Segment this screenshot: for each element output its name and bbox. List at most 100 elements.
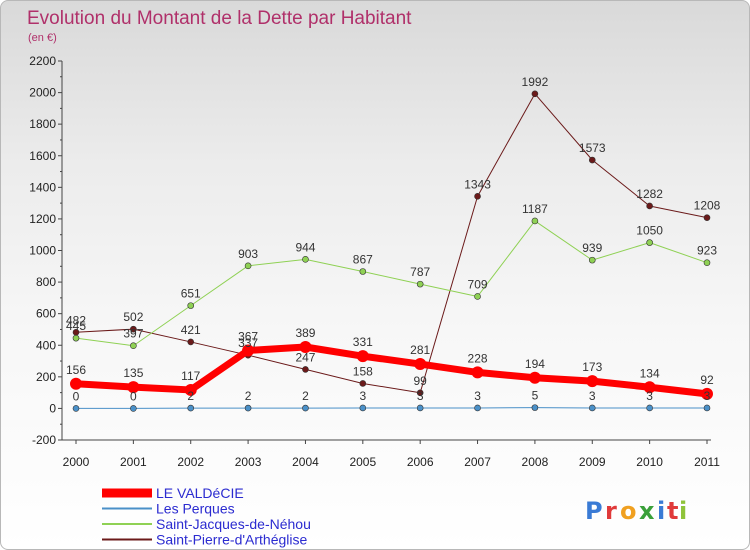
data-point-saint-jacques-de-nehou xyxy=(474,293,481,300)
data-point-les-perques xyxy=(359,404,367,412)
data-point-les-perques xyxy=(187,404,195,412)
logo-letter: t xyxy=(667,497,678,525)
x-tick-label: 2003 xyxy=(235,455,262,469)
data-label-saint-jacques-de-nehou: 867 xyxy=(353,253,373,267)
data-label-saint-pierre-d-artheglise: 1343 xyxy=(464,177,491,191)
x-tick-label: 2010 xyxy=(636,455,663,469)
y-tick-label: 200 xyxy=(36,370,56,384)
data-label-saint-pierre-d-artheglise: 99 xyxy=(414,374,428,388)
data-point-saint-pierre-d-artheglise xyxy=(302,366,309,373)
data-label-le-valdecie: 331 xyxy=(353,335,373,349)
logo-letter: o xyxy=(620,497,637,525)
legend-label-les-perques: Les Perques xyxy=(156,501,235,517)
x-tick-label: 2000 xyxy=(63,455,90,469)
data-labels: 482 5024213372471589913431992157312821208… xyxy=(66,75,721,404)
data-point-saint-pierre-d-artheglise xyxy=(646,202,653,210)
series-layer xyxy=(70,90,713,412)
data-point-saint-pierre-d-artheglise xyxy=(187,338,195,346)
data-point-le-valdecie xyxy=(299,340,312,353)
y-tick-label: 800 xyxy=(36,275,56,289)
data-point-saint-jacques-de-nehou xyxy=(187,302,195,309)
data-label-saint-pierre-d-artheglise: 1992 xyxy=(522,75,549,89)
series-line-saint-jacques-de-nehou xyxy=(75,220,708,347)
data-point-les-perques xyxy=(531,404,539,411)
data-point-le-valdecie xyxy=(471,366,484,379)
series-line-les-perques xyxy=(75,407,708,409)
data-point-les-perques xyxy=(302,404,309,412)
data-label-saint-jacques-de-nehou: 944 xyxy=(295,240,315,254)
data-point-le-valdecie xyxy=(586,375,599,388)
logo-letter: i xyxy=(657,497,665,525)
y-tick-label: 1200 xyxy=(29,212,56,226)
y-tick-label: 0 xyxy=(49,401,56,415)
data-label-saint-pierre-d-artheglise: 337 xyxy=(238,336,258,350)
data-point-les-perques xyxy=(72,405,80,412)
data-point-saint-pierre-d-artheglise xyxy=(359,380,367,387)
data-label-saint-pierre-d-artheglise: 482 xyxy=(66,313,86,327)
y-tick-label: 1400 xyxy=(29,180,56,194)
chart-subtitle: (en €) xyxy=(28,32,57,44)
legend-swatch-les-perques xyxy=(102,507,152,510)
data-point-saint-jacques-de-nehou xyxy=(130,342,137,350)
data-point-le-valdecie xyxy=(242,344,255,357)
data-point-les-perques xyxy=(416,404,424,412)
data-point-saint-jacques-de-nehou xyxy=(302,256,309,263)
data-label-le-valdecie: 367 xyxy=(238,329,258,343)
x-tick-label: 2011 xyxy=(694,455,720,469)
data-label-les-perques: 0 xyxy=(73,389,80,403)
data-point-les-perques xyxy=(588,404,596,412)
x-tick-label: 2002 xyxy=(177,455,204,469)
data-label-saint-pierre-d-artheglise: 158 xyxy=(353,364,373,378)
data-label-les-perques: 2 xyxy=(187,389,194,403)
data-label-le-valdecie: 173 xyxy=(582,360,602,374)
series-line-le-valdecie xyxy=(72,343,711,398)
data-point-saint-pierre-d-artheglise xyxy=(588,156,596,164)
data-label-saint-jacques-de-nehou: 651 xyxy=(181,287,201,301)
data-label-le-valdecie: 117 xyxy=(181,369,200,383)
data-point-les-perques xyxy=(244,404,252,412)
data-label-les-perques: 3 xyxy=(704,389,711,403)
data-label-saint-pierre-d-artheglise: 421 xyxy=(181,323,201,337)
data-label-saint-jacques-de-nehou: 445 xyxy=(66,319,86,333)
legend-label-saint-pierre-d-artheglise: Saint-Pierre-d'Arthéglise xyxy=(156,532,308,548)
x-tick-label: 2001 xyxy=(120,455,147,469)
data-label-le-valdecie: 156 xyxy=(66,363,86,377)
data-point-le-valdecie xyxy=(643,381,656,394)
y-tick-label: 1000 xyxy=(29,244,56,258)
data-point-saint-pierre-d-artheglise xyxy=(531,90,539,98)
data-point-le-valdecie xyxy=(701,387,713,400)
data-point-saint-pierre-d-artheglise xyxy=(416,389,424,397)
data-label-les-perques: 0 xyxy=(130,389,137,403)
data-label-les-perques: 3 xyxy=(646,389,653,403)
y-tick-label: -200 xyxy=(32,433,56,447)
data-label-le-valdecie: 92 xyxy=(700,373,714,387)
data-point-saint-jacques-de-nehou xyxy=(531,217,539,225)
y-tick-label: 1600 xyxy=(29,149,56,163)
data-point-saint-jacques-de-nehou xyxy=(244,262,252,270)
data-label-saint-jacques-de-nehou: 397 xyxy=(123,327,143,341)
data-point-saint-pierre-d-artheglise xyxy=(130,325,137,333)
data-label-saint-pierre-d-artheglise: 1282 xyxy=(636,187,663,201)
axes: -200020040060080010001200140016001800200… xyxy=(29,54,720,469)
data-label-les-perques: 3 xyxy=(417,389,424,403)
data-point-saint-jacques-de-nehou xyxy=(359,268,367,275)
x-tick-label: 2008 xyxy=(522,455,549,469)
data-label-les-perques: 2 xyxy=(245,389,252,403)
data-point-saint-jacques-de-nehou xyxy=(703,259,711,266)
data-point-saint-jacques-de-nehou xyxy=(72,334,80,342)
data-point-le-valdecie xyxy=(528,371,541,384)
data-point-le-valdecie xyxy=(184,383,197,396)
legend-label-le-valdecie: LE VALDéCIE xyxy=(156,485,244,501)
data-label-les-perques: 3 xyxy=(589,389,596,403)
data-label-saint-jacques-de-nehou: 787 xyxy=(410,265,430,279)
data-label-saint-jacques-de-nehou: 709 xyxy=(468,277,488,291)
data-label-saint-jacques-de-nehou: 1050 xyxy=(636,224,663,238)
data-point-le-valdecie xyxy=(70,377,82,390)
data-label-le-valdecie: 134 xyxy=(640,366,660,380)
data-label-saint-pierre-d-artheglise: 1573 xyxy=(579,141,606,155)
data-label-le-valdecie: 281 xyxy=(410,343,430,357)
